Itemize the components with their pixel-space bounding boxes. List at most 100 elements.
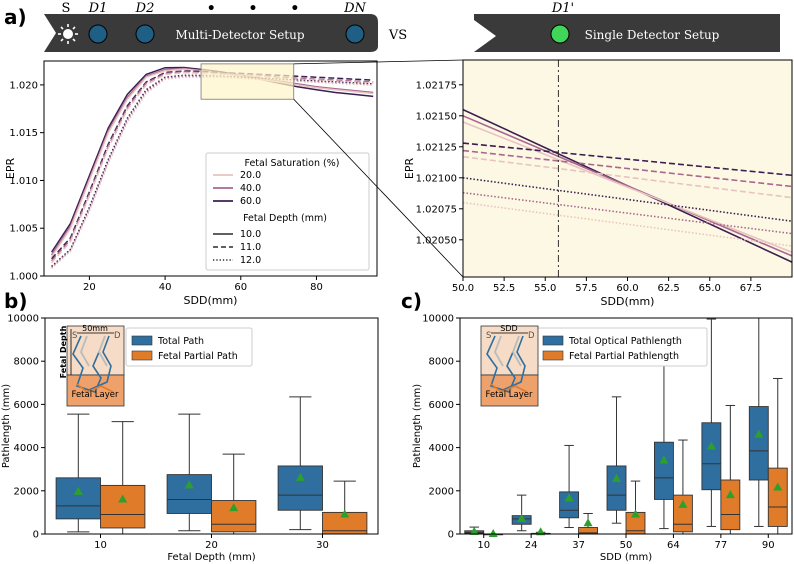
- box-total-optical-pathlength-77: [701, 318, 722, 527]
- box-iqr: [559, 491, 580, 519]
- y-tick-label: 0: [448, 530, 454, 541]
- chart-pathlength-vs-depth: 10 20 30 0 2000 4000 6000 8000 10000 Fetal Depth …: [1, 314, 379, 563]
- mean-marker: [340, 509, 350, 518]
- box-total-optical-pathlength-37: [559, 444, 580, 529]
- legend-swatch: [131, 335, 153, 346]
- y-tick-label: 1.015: [9, 128, 38, 139]
- x-axis-label: SDD(mm): [184, 294, 238, 307]
- series-line-sat20-depth10: [463, 121, 792, 253]
- legend-swatch: [542, 335, 564, 346]
- legend-entry-depth: 10.0: [240, 229, 261, 240]
- d1-prime-label: D1': [551, 1, 574, 16]
- x-tick-label: 90: [762, 540, 775, 551]
- box-iqr: [55, 477, 101, 520]
- box-iqr: [748, 406, 769, 481]
- box-fetal-partial-path-20: [211, 453, 257, 535]
- y-tick-label: 1.010: [9, 176, 38, 187]
- x-tick-label: 77: [714, 540, 727, 551]
- mean-marker: [630, 509, 640, 518]
- x-tick-label: 10: [477, 540, 490, 551]
- inset-path-orange: [490, 383, 528, 393]
- ellipsis-dots: • • •: [207, 1, 314, 17]
- box-total-path-10: [55, 413, 101, 533]
- mean-marker: [517, 513, 527, 522]
- inset-depth-label: Fetal Depth: [59, 325, 68, 378]
- box-iqr: [606, 465, 627, 511]
- series-line-sat20-depth12: [51, 76, 374, 269]
- legend: Total Path Fetal Partial Path: [125, 327, 253, 367]
- detector-dn-icon: [345, 24, 365, 44]
- mean-marker: [184, 480, 194, 489]
- legend-entry-depth: 12.0: [240, 255, 261, 266]
- y-tick-label: 6000: [14, 400, 39, 411]
- x-tick-label: 52.5: [493, 283, 515, 294]
- box-fetal-partial-pathlength-50: [625, 480, 646, 535]
- box-total-optical-pathlength-24: [511, 494, 532, 532]
- box-fetal-partial-pathlength-90: [767, 377, 788, 535]
- x-tick-label: 20: [205, 540, 218, 551]
- x-tick-label: 65.0: [699, 283, 721, 294]
- legend-entry-saturation: 40.0: [240, 183, 261, 194]
- vs-label: VS: [388, 28, 407, 43]
- geometry-inset: SDD S D Fetal Layer: [480, 324, 539, 407]
- plot-frame: [43, 60, 378, 277]
- y-tick-label: 2000: [14, 486, 39, 497]
- box-iqr: [701, 422, 722, 491]
- inset-path-blue: [72, 335, 102, 393]
- zoom-connector-top: [293, 59, 464, 65]
- y-tick-label: 10000: [7, 314, 39, 325]
- zoom-connector-lines: [293, 59, 464, 278]
- legend-title-depth: Fetal Depth (mm): [243, 213, 327, 224]
- inset-scale-label: 50mm: [82, 324, 108, 333]
- x-tick-label: 20: [83, 282, 96, 293]
- inset-tissue: [480, 325, 539, 376]
- mean-marker: [706, 441, 716, 450]
- box-iqr: [100, 484, 146, 529]
- legend-entry-saturation: 60.0: [240, 196, 261, 207]
- mean-marker: [536, 527, 546, 536]
- y-tick-label: 1.02125: [416, 142, 457, 153]
- y-tick-label: 1.02175: [416, 80, 457, 91]
- single-detector-banner: Single Detector Setup: [474, 14, 780, 52]
- inset-path-grey: [80, 335, 90, 367]
- panel-label-a: a): [4, 5, 27, 29]
- series-line-sat40-depth11: [463, 149, 792, 188]
- legend-frame: [125, 327, 253, 367]
- panel-label-c: c): [401, 289, 422, 313]
- zoom-region-box: [200, 63, 295, 100]
- series-line-sat20-depth12: [463, 201, 792, 247]
- x-axis-label: SDD(mm): [601, 295, 655, 308]
- zoom-connector-bottom: [293, 98, 464, 278]
- legend-entry-depth: 11.0: [240, 242, 261, 253]
- y-tick-label: 2000: [429, 486, 454, 497]
- y-tick-label: 1.02150: [416, 111, 457, 122]
- y-tick-label: 8000: [429, 357, 454, 368]
- legend-swatch: [131, 350, 153, 361]
- y-tick-label: 4000: [14, 443, 39, 454]
- box-fetal-partial-pathlength-77: [720, 404, 741, 535]
- box-total-optical-pathlength-64: [654, 355, 674, 530]
- legend-entry: Fetal Partial Path: [158, 351, 238, 362]
- inset-source-label: S: [486, 331, 491, 341]
- y-axis-label: Pathlength (mm): [1, 384, 12, 468]
- box-fetal-partial-pathlength-64: [672, 439, 693, 535]
- box-fetal-partial-path-30: [322, 480, 368, 535]
- inset-path-blue-2: [88, 335, 112, 391]
- box-iqr: [720, 479, 741, 531]
- x-tick-label: 67.5: [740, 283, 762, 294]
- source-label: S: [62, 1, 71, 16]
- box-iqr: [672, 494, 693, 533]
- mean-marker: [725, 490, 735, 499]
- x-tick-label: 64: [667, 540, 680, 551]
- mean-marker: [229, 503, 239, 512]
- x-tick-label: 60.0: [616, 283, 638, 294]
- series-line-sat60-depth11: [463, 142, 792, 177]
- legend-entry-saturation: 20.0: [240, 170, 261, 181]
- box-total-path-30: [277, 396, 323, 531]
- inset-path-orange: [76, 383, 114, 393]
- y-axis-label: EPR: [4, 158, 17, 180]
- y-axis-label: EPR: [403, 158, 416, 180]
- inset-path-blue: [486, 335, 516, 393]
- x-tick-label: 60: [234, 282, 247, 293]
- series-line-sat40-depth10: [463, 115, 792, 257]
